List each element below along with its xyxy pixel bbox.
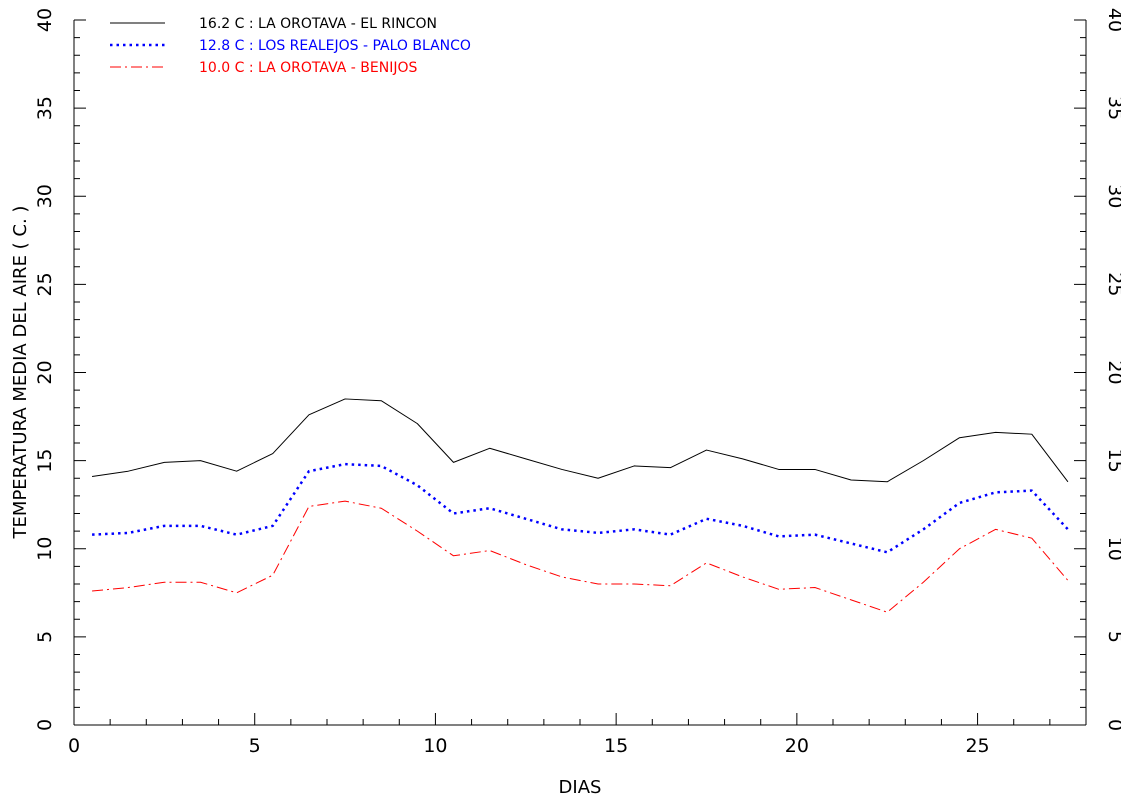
ticks <box>73 19 1087 726</box>
x-tick-label: 10 <box>423 735 447 757</box>
series-line-3 <box>92 500 1069 613</box>
y-left-tick-label: 0 <box>34 719 56 731</box>
y-right-tick-label: 35 <box>1104 96 1121 120</box>
y-left-tick-label: 40 <box>34 8 56 32</box>
x-tick-label: 0 <box>68 735 80 757</box>
y-right-tick-label: 20 <box>1104 360 1121 384</box>
y-right-tick-label: 15 <box>1104 449 1121 473</box>
y-right-tick-label: 40 <box>1104 8 1121 32</box>
x-tick-label: 5 <box>249 735 261 757</box>
legend-label-3: 10.0 C : LA OROTAVA - BENIJOS <box>199 60 417 76</box>
y-left-tick-label: 25 <box>34 272 56 296</box>
y-left-tick-label: 5 <box>34 631 56 643</box>
y-left-tick-label: 10 <box>34 537 56 561</box>
axes <box>73 20 1087 726</box>
series-lines <box>91 398 1069 613</box>
y-left-tick-label: 35 <box>34 96 56 120</box>
legend-label-2: 12.8 C : LOS REALEJOS - PALO BLANCO <box>199 38 471 54</box>
legend-label-1: 16.2 C : LA OROTAVA - EL RINCON <box>199 16 437 32</box>
y-right-tick-label: 0 <box>1104 719 1121 731</box>
x-tick-label: 15 <box>604 735 628 757</box>
x-axis-title: DIAS <box>559 777 602 798</box>
series-line-1 <box>91 398 1069 483</box>
y-right-tick-label: 25 <box>1104 272 1121 296</box>
legend: 16.2 C : LA OROTAVA - EL RINCON 12.8 C : … <box>110 16 471 76</box>
y-left-tick-label: 20 <box>34 360 56 384</box>
y-right-tick-label: 5 <box>1104 631 1121 643</box>
y-right-tick-label: 10 <box>1104 537 1121 561</box>
series-line-2 <box>92 462 1069 554</box>
y-left-tick-label: 30 <box>34 184 56 208</box>
x-tick-label: 20 <box>785 735 809 757</box>
y-left-tick-label: 15 <box>34 449 56 473</box>
x-tick-label: 25 <box>965 735 989 757</box>
y-right-tick-label: 30 <box>1104 184 1121 208</box>
tick-labels: 0510152025005510101515202025253030353540… <box>34 8 1121 757</box>
y-axis-title: TEMPERATURA MEDIA DEL AIRE ( C. ) <box>10 206 31 540</box>
